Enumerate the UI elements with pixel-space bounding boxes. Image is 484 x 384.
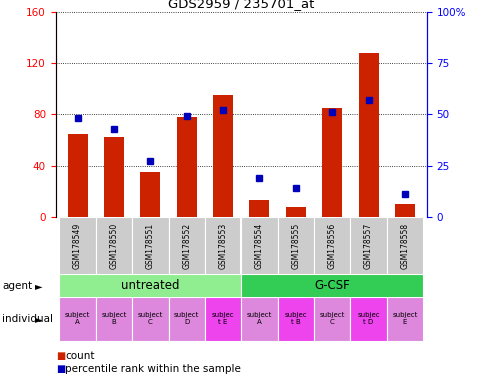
Bar — [349, 297, 386, 341]
Bar — [59, 217, 95, 275]
Text: individual: individual — [2, 314, 53, 324]
Text: ■: ■ — [56, 351, 65, 361]
Bar — [241, 274, 422, 298]
Text: GSM178558: GSM178558 — [400, 223, 408, 269]
Bar — [249, 200, 269, 217]
Text: GSM178553: GSM178553 — [218, 223, 227, 269]
Text: subjec
t B: subjec t B — [284, 313, 306, 325]
Bar — [394, 204, 414, 217]
Text: agent: agent — [2, 281, 32, 291]
Bar — [386, 217, 422, 275]
Text: subject
A: subject A — [65, 313, 90, 325]
Bar — [59, 297, 95, 341]
Bar — [314, 217, 349, 275]
Bar — [321, 108, 342, 217]
Text: subject
B: subject B — [101, 313, 126, 325]
Text: GSM178550: GSM178550 — [109, 223, 118, 269]
Bar — [241, 217, 277, 275]
Text: subject
C: subject C — [137, 313, 163, 325]
Bar — [95, 297, 132, 341]
Bar — [168, 217, 204, 275]
Text: G-CSF: G-CSF — [314, 279, 349, 292]
Text: GSM178549: GSM178549 — [73, 223, 82, 269]
Title: GDS2959 / 235701_at: GDS2959 / 235701_at — [168, 0, 314, 10]
Bar — [314, 297, 349, 341]
Bar — [358, 53, 378, 217]
Bar — [349, 217, 386, 275]
Bar — [95, 217, 132, 275]
Bar — [212, 95, 233, 217]
Text: subject
E: subject E — [392, 313, 417, 325]
Bar — [168, 297, 204, 341]
Text: GSM178557: GSM178557 — [363, 223, 372, 269]
Bar — [277, 217, 314, 275]
Text: subjec
t E: subjec t E — [212, 313, 234, 325]
Bar — [204, 297, 241, 341]
Text: subject
D: subject D — [174, 313, 199, 325]
Text: ■: ■ — [56, 364, 65, 374]
Bar — [132, 297, 168, 341]
Text: percentile rank within the sample: percentile rank within the sample — [65, 364, 241, 374]
Text: ►: ► — [35, 281, 42, 291]
Text: subjec
t D: subjec t D — [357, 313, 379, 325]
Bar — [277, 297, 314, 341]
Bar — [241, 297, 277, 341]
Text: count: count — [65, 351, 95, 361]
Text: GSM178552: GSM178552 — [182, 223, 191, 269]
Bar — [386, 297, 422, 341]
Text: subject
A: subject A — [246, 313, 272, 325]
Bar — [140, 172, 160, 217]
Bar — [104, 137, 124, 217]
Bar — [176, 117, 197, 217]
Bar — [132, 217, 168, 275]
Text: ►: ► — [35, 314, 42, 324]
Bar — [204, 217, 241, 275]
Text: GSM178551: GSM178551 — [146, 223, 154, 269]
Text: GSM178555: GSM178555 — [291, 223, 300, 269]
Bar — [285, 207, 305, 217]
Text: GSM178554: GSM178554 — [255, 223, 263, 269]
Text: subject
C: subject C — [319, 313, 344, 325]
Text: GSM178556: GSM178556 — [327, 223, 336, 269]
Bar — [59, 274, 241, 298]
Bar — [67, 134, 88, 217]
Text: untreated: untreated — [121, 279, 179, 292]
